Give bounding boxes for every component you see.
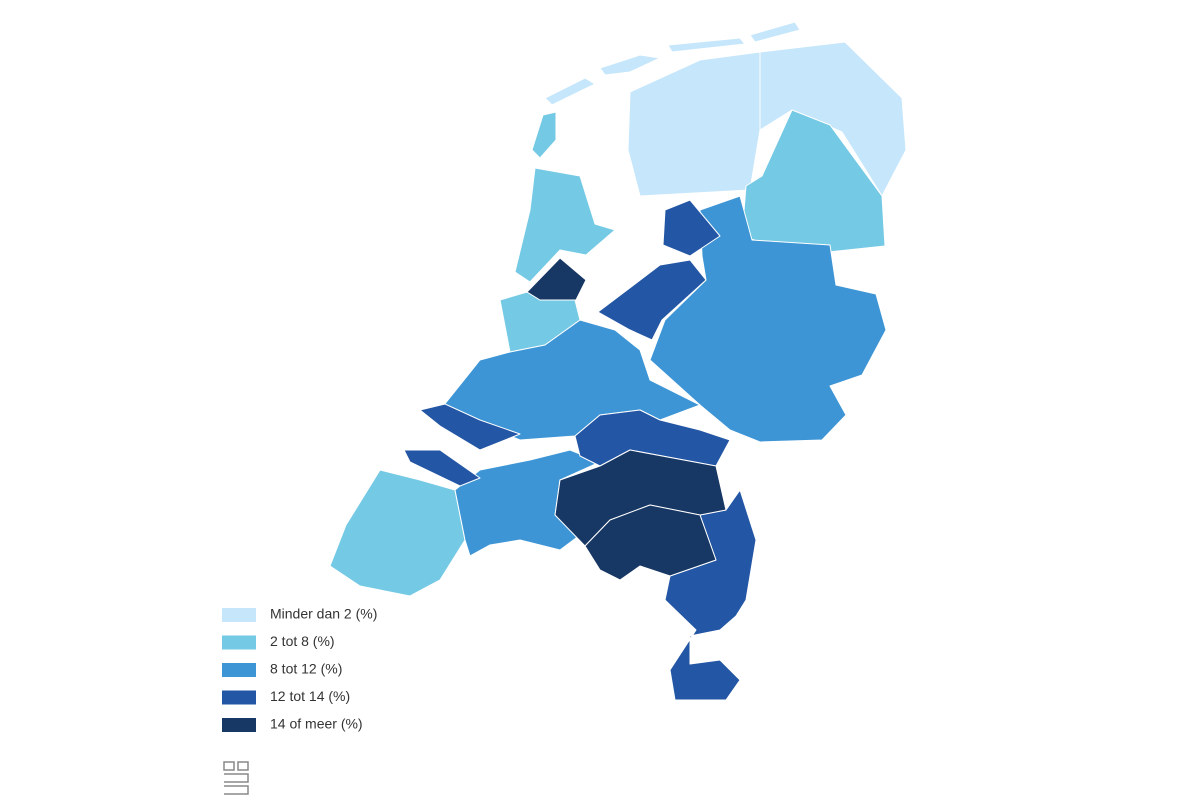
cbs-logo <box>223 761 249 795</box>
region <box>419 403 521 451</box>
region <box>649 195 887 443</box>
region <box>544 77 596 106</box>
region <box>531 111 557 159</box>
legend-label: 12 tot 14 (%) <box>270 688 350 704</box>
region <box>514 167 616 283</box>
region <box>329 469 466 597</box>
region <box>627 51 761 197</box>
legend-swatch <box>222 608 256 622</box>
legend-swatch <box>222 663 256 677</box>
legend-label: 8 tot 12 (%) <box>270 661 342 677</box>
regions <box>329 21 907 701</box>
legend-swatch <box>222 690 256 705</box>
region <box>662 199 721 257</box>
region <box>664 489 757 701</box>
legend-label: Minder dan 2 (%) <box>270 606 377 622</box>
region <box>403 449 481 487</box>
region <box>439 319 701 441</box>
region <box>526 257 587 301</box>
region <box>584 504 717 581</box>
region <box>749 21 801 43</box>
region <box>597 259 707 341</box>
legend-label: 2 tot 8 (%) <box>270 633 335 649</box>
region <box>667 37 746 53</box>
legend-label: 14 of meer (%) <box>270 716 363 732</box>
legend-swatch <box>222 635 256 650</box>
legend: Minder dan 2 (%) 2 tot 8 (%) 8 tot 12 (%) 1… <box>222 606 377 732</box>
region <box>599 54 661 76</box>
legend-swatch <box>222 718 256 732</box>
region <box>574 409 731 467</box>
